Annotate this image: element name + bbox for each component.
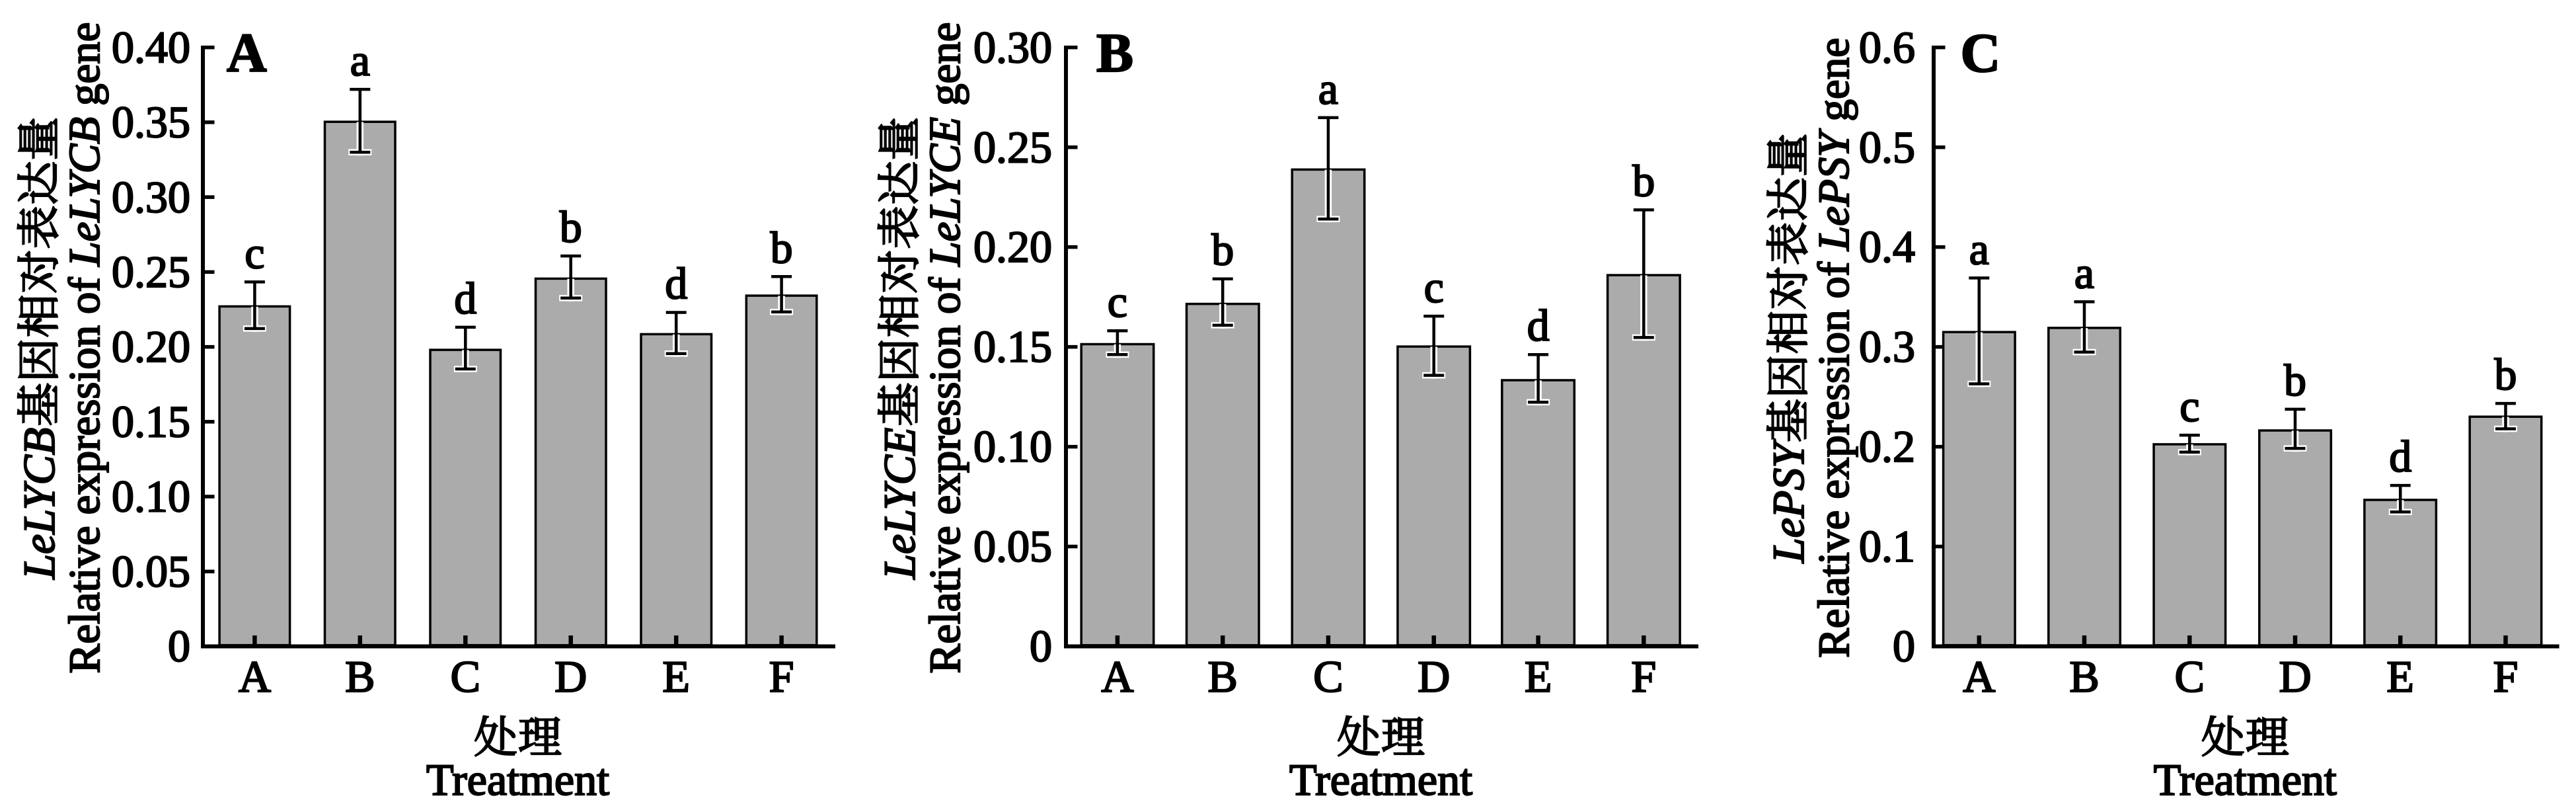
- svg-text:Relative expression of LeLYCE: Relative expression of LeLYCE gene: [921, 22, 969, 674]
- svg-text:0.30: 0.30: [973, 22, 1052, 72]
- svg-text:B: B: [2069, 651, 2099, 702]
- svg-text:c: c: [2179, 381, 2199, 431]
- svg-text:b: b: [1632, 155, 1655, 206]
- svg-text:a: a: [1969, 223, 1989, 274]
- svg-text:0.3: 0.3: [1859, 321, 1915, 372]
- svg-text:D: D: [1418, 651, 1450, 702]
- svg-text:0.20: 0.20: [973, 222, 1052, 272]
- svg-text:d: d: [454, 273, 476, 323]
- svg-text:0.25: 0.25: [112, 247, 190, 297]
- svg-text:C: C: [1961, 22, 2001, 84]
- svg-text:d: d: [2389, 431, 2411, 481]
- svg-text:D: D: [554, 651, 587, 702]
- svg-text:Relative expression of LePSY g: Relative expression of LePSY gene: [1809, 38, 1858, 658]
- svg-text:0: 0: [1893, 621, 1915, 671]
- svg-text:B: B: [1208, 651, 1238, 702]
- svg-text:Treatment: Treatment: [426, 754, 609, 805]
- svg-text:0.05: 0.05: [112, 546, 190, 596]
- svg-text:B: B: [1096, 22, 1133, 84]
- svg-text:b: b: [1211, 225, 1234, 275]
- svg-text:a: a: [1318, 63, 1338, 114]
- svg-text:a: a: [2074, 247, 2094, 298]
- svg-text:LeLYCB: LeLYCB: [14, 428, 64, 580]
- svg-text:A: A: [1963, 651, 1995, 702]
- svg-text:b: b: [2495, 349, 2517, 399]
- svg-text:E: E: [662, 651, 690, 702]
- svg-text:c: c: [1108, 276, 1127, 327]
- svg-text:0.35: 0.35: [112, 97, 190, 147]
- svg-text:D: D: [2279, 651, 2311, 702]
- svg-text:C: C: [2175, 651, 2205, 702]
- svg-text:E: E: [1525, 651, 1552, 702]
- svg-text:F: F: [769, 651, 794, 702]
- svg-text:Relative expression of LeLYCB: Relative expression of LeLYCB gene: [60, 22, 109, 674]
- svg-text:b: b: [560, 202, 582, 252]
- svg-text:A: A: [1101, 651, 1133, 702]
- svg-text:0.1: 0.1: [1859, 521, 1915, 571]
- svg-text:0: 0: [1030, 621, 1052, 671]
- svg-text:Treatment: Treatment: [1289, 754, 1472, 805]
- svg-text:d: d: [665, 259, 687, 309]
- svg-text:LePSY: LePSY: [1763, 439, 1813, 564]
- svg-text:0.5: 0.5: [1859, 122, 1915, 172]
- svg-text:a: a: [350, 35, 370, 85]
- svg-text:E: E: [2386, 651, 2414, 702]
- svg-text:0.6: 0.6: [1859, 22, 1915, 72]
- svg-text:c: c: [245, 227, 264, 278]
- svg-text:0.30: 0.30: [112, 172, 190, 222]
- svg-text:0.20: 0.20: [112, 321, 190, 372]
- svg-text:0.10: 0.10: [112, 471, 190, 522]
- svg-text:A: A: [227, 22, 267, 84]
- svg-text:LeLYCE: LeLYCE: [874, 428, 925, 580]
- svg-text:0.15: 0.15: [973, 321, 1052, 372]
- svg-text:C: C: [451, 651, 480, 702]
- svg-text:0.40: 0.40: [112, 22, 190, 72]
- svg-text:0.05: 0.05: [973, 521, 1052, 571]
- svg-text:d: d: [1527, 300, 1550, 350]
- svg-text:B: B: [345, 651, 375, 702]
- svg-text:0.4: 0.4: [1859, 222, 1915, 272]
- svg-text:0.15: 0.15: [112, 396, 190, 446]
- svg-text:0.25: 0.25: [973, 122, 1052, 172]
- svg-text:0.10: 0.10: [973, 421, 1052, 471]
- svg-text:A: A: [239, 651, 271, 702]
- svg-text:c: c: [1424, 262, 1444, 312]
- svg-text:b: b: [2284, 355, 2306, 405]
- svg-text:F: F: [2493, 651, 2519, 702]
- svg-text:F: F: [1631, 651, 1656, 702]
- svg-text:0.2: 0.2: [1859, 421, 1915, 471]
- svg-text:C: C: [1313, 651, 1343, 702]
- svg-text:Treatment: Treatment: [2154, 754, 2337, 805]
- svg-text:b: b: [771, 222, 793, 272]
- svg-text:0: 0: [168, 621, 190, 671]
